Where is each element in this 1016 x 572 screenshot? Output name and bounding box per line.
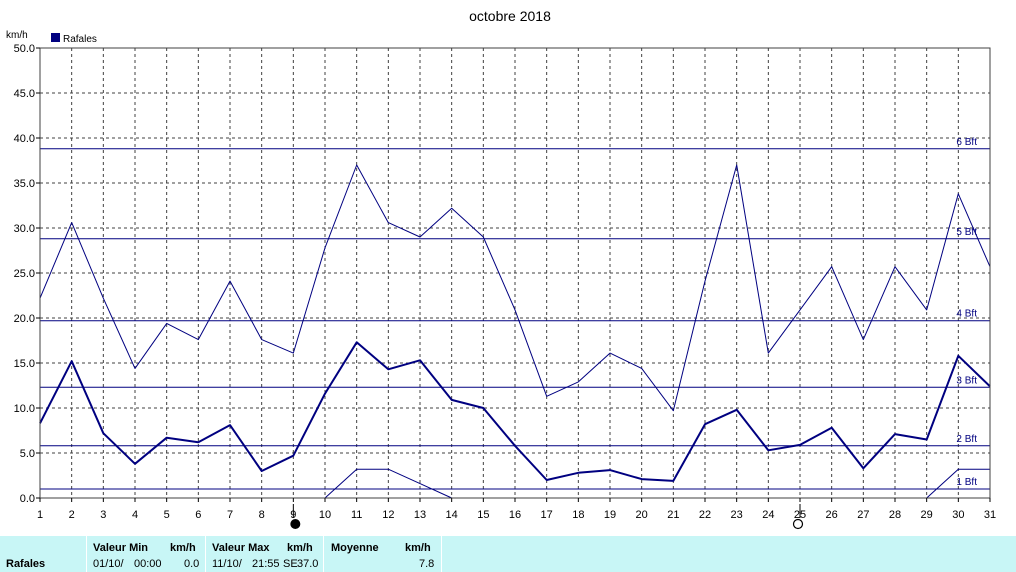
x-tick-label: 27 <box>857 509 869 521</box>
x-tick-label: 26 <box>826 509 838 521</box>
x-tick-label: 23 <box>731 509 743 521</box>
stats-panel: Rafales Valeur Min km/h 01/10/ 00:00 0.0… <box>0 536 1016 572</box>
series-line <box>926 468 990 499</box>
x-tick-label: 6 <box>195 509 201 521</box>
x-tick-label: 21 <box>667 509 679 521</box>
series-lines <box>39 164 991 499</box>
x-tick-label: 28 <box>889 509 901 521</box>
x-tick-label: 22 <box>699 509 711 521</box>
x-tick-label: 2 <box>69 509 75 521</box>
beaufort-label: 5 Bft <box>956 227 977 238</box>
y-ticks: 0.0 5.0 10.0 15.0 20.0 25.0 30.0 35.0 40.0 45.0 50… <box>14 43 40 505</box>
chart-title: octobre 2018 <box>469 8 551 24</box>
moon-markers <box>290 504 804 530</box>
grid <box>39 47 991 499</box>
y-tick-label: 45.0 <box>14 88 35 100</box>
beaufort-label: 1 Bft <box>956 477 977 488</box>
stats-mean-unit: km/h <box>405 542 431 554</box>
beaufort-label: 3 Bft <box>956 375 977 386</box>
x-ticks: 1234567891011121314151617181920212223242… <box>37 498 996 521</box>
stats-max-dir: SE <box>283 558 298 570</box>
beaufort-label: 6 Bft <box>956 137 977 148</box>
x-tick-label: 8 <box>259 509 265 521</box>
series-line <box>39 164 991 412</box>
y-tick-label: 40.0 <box>14 133 35 145</box>
stats-min-date: 01/10/ <box>93 558 124 570</box>
stats-max-time: 21:55 <box>252 558 280 570</box>
x-tick-label: 20 <box>636 509 648 521</box>
x-tick-label: 1 <box>37 509 43 521</box>
full-moon-icon <box>792 518 804 530</box>
y-tick-label: 15.0 <box>14 358 35 370</box>
y-unit-label: km/h <box>6 30 28 41</box>
y-tick-label: 50.0 <box>14 43 35 55</box>
series-line <box>39 341 991 482</box>
y-tick-label: 25.0 <box>14 268 35 280</box>
stats-min-value: 0.0 <box>184 558 200 570</box>
y-tick-label: 30.0 <box>14 223 35 235</box>
beaufort-label: 4 Bft <box>956 309 977 320</box>
x-tick-label: 13 <box>414 509 426 521</box>
stats-min-header: Valeur Min <box>93 542 149 554</box>
y-tick-label: 0.0 <box>20 493 35 505</box>
x-tick-label: 10 <box>319 509 331 521</box>
x-tick-label: 5 <box>164 509 170 521</box>
x-tick-label: 31 <box>984 509 996 521</box>
stats-min-unit: km/h <box>170 542 196 554</box>
chart: octobre 2018 km/h Rafales 1 Bft 2 Bft 3 Bf… <box>6 8 996 530</box>
legend-label: Rafales <box>63 34 97 45</box>
stats-mean-value: 7.8 <box>419 558 435 570</box>
stats-min-time: 00:00 <box>134 558 162 570</box>
x-tick-label: 7 <box>227 509 233 521</box>
stats-max-header: Valeur Max <box>212 542 270 554</box>
y-tick-label: 10.0 <box>14 403 35 415</box>
stats-max-date: 11/10/ <box>212 558 242 570</box>
legend-swatch <box>51 33 60 42</box>
x-tick-label: 24 <box>762 509 774 521</box>
y-tick-label: 5.0 <box>20 448 35 460</box>
x-tick-label: 29 <box>921 509 933 521</box>
series-line <box>324 468 452 499</box>
x-tick-label: 4 <box>132 509 138 521</box>
x-tick-label: 17 <box>541 509 553 521</box>
x-tick-label: 16 <box>509 509 521 521</box>
y-tick-label: 35.0 <box>14 178 35 190</box>
new-moon-icon <box>290 519 301 529</box>
x-tick-label: 14 <box>446 509 458 521</box>
stats-max-value: 37.0 <box>297 558 319 570</box>
x-tick-label: 19 <box>604 509 616 521</box>
x-tick-label: 11 <box>351 509 362 521</box>
x-tick-label: 18 <box>572 509 584 521</box>
beaufort-label: 2 Bft <box>956 434 977 445</box>
x-tick-label: 30 <box>952 509 964 521</box>
y-tick-label: 20.0 <box>14 313 35 325</box>
x-tick-label: 12 <box>382 509 394 521</box>
x-tick-label: 3 <box>100 509 106 521</box>
x-tick-label: 15 <box>477 509 489 521</box>
stats-row-label: Rafales <box>6 558 46 570</box>
stats-mean-header: Moyenne <box>331 542 379 554</box>
stats-max-unit: km/h <box>287 542 313 554</box>
